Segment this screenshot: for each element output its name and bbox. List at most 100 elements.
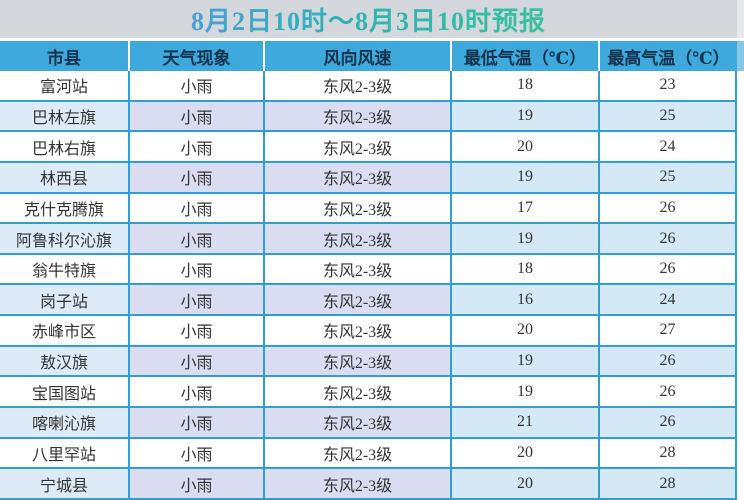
- cell-min-temp: 19: [450, 224, 598, 253]
- cell-max-temp: 26: [598, 408, 735, 437]
- table-row: 宁城县 小雨 东风2-3级 20 28: [0, 467, 735, 498]
- cell-wind: 东风2-3级: [263, 469, 450, 498]
- cell-wind: 东风2-3级: [263, 438, 450, 468]
- cell-max-temp: 24: [598, 132, 735, 161]
- cell-city: 岗子站: [0, 285, 128, 315]
- table-body-band: 富河站 小雨 东风2-3级 18 23 巴林左旗 小雨 东风2-3级 19 25…: [0, 71, 744, 500]
- cell-min-temp: 20: [450, 316, 598, 345]
- cell-city: 翁牛特旗: [31, 263, 96, 281]
- cell-max-temp: 26: [598, 254, 735, 284]
- cell-max-temp: 25: [598, 101, 735, 131]
- cell-max-temp: 25: [598, 162, 735, 192]
- cell-city: 赤峰市区: [31, 324, 96, 342]
- cell-min-temp: 19: [450, 101, 598, 131]
- cell-city: 阿鲁科尔沁旗: [0, 224, 128, 253]
- title-band: 8月2日10时～8月3日10时预报: [0, 0, 744, 38]
- cell-weather: 小雨: [128, 408, 263, 437]
- page-title: 8月2日10时～8月3日10时预报: [191, 1, 546, 38]
- table-row: 敖汉旗 小雨 东风2-3级 19 26: [0, 344, 735, 376]
- title-header-divider: [0, 38, 744, 41]
- cell-weather: 小雨: [128, 71, 263, 100]
- table-row: 翁牛特旗 小雨 东风2-3级 18 26: [0, 252, 735, 284]
- header-band: 市县 天气现象 风向风速 最低气温（℃） 最高气温（℃）: [0, 41, 744, 71]
- table-row: 富河站 小雨 东风2-3级 18 23: [0, 71, 735, 100]
- cell-city: 宝国图站: [31, 385, 96, 403]
- cell-weather: 小雨: [128, 285, 263, 315]
- column-header-weather: 天气现象: [128, 41, 263, 71]
- table-row: 阿鲁科尔沁旗 小雨 东风2-3级 19 26: [0, 222, 735, 253]
- cell-min-temp: 20: [450, 438, 598, 468]
- cell-wind: 东风2-3级: [263, 101, 450, 131]
- cell-max-temp: 26: [598, 346, 735, 376]
- table-row: 岗子站 小雨 东风2-3级 16 24: [0, 283, 735, 315]
- cell-min-temp: 18: [450, 254, 598, 284]
- cell-city: 敖汉旗: [0, 346, 128, 376]
- cell-city: 克什克腾旗: [23, 201, 104, 219]
- table-row: 赤峰市区 小雨 东风2-3级 20 27: [0, 314, 735, 345]
- cell-city: 喀喇沁旗: [0, 408, 128, 437]
- table-row: 八里罕站 小雨 东风2-3级 20 28: [0, 436, 735, 468]
- cell-weather: 小雨: [128, 346, 263, 376]
- table-row: 巴林右旗 小雨 东风2-3级 20 24: [0, 130, 735, 161]
- cell-weather: 小雨: [128, 438, 263, 468]
- table-row: 林西县 小雨 东风2-3级 19 25: [0, 160, 735, 192]
- table-row: 巴林左旗 小雨 东风2-3级 19 25: [0, 99, 735, 131]
- cell-wind: 东风2-3级: [263, 224, 450, 253]
- cell-city: 巴林左旗: [0, 101, 128, 131]
- cell-max-temp: 26: [598, 193, 735, 223]
- cell-wind: 东风2-3级: [263, 285, 450, 315]
- cell-max-temp: 24: [598, 285, 735, 315]
- table-row: 喀喇沁旗 小雨 东风2-3级 21 26: [0, 406, 735, 437]
- column-header-min-temp: 最低气温（℃）: [450, 41, 598, 71]
- cell-min-temp: 19: [450, 346, 598, 376]
- cell-min-temp: 18: [450, 71, 598, 100]
- cell-weather: 小雨: [128, 316, 263, 345]
- cell-wind: 东风2-3级: [263, 346, 450, 376]
- cell-weather: 小雨: [128, 162, 263, 192]
- header-right-margin: [737, 41, 744, 71]
- title-right-margin: [737, 0, 744, 38]
- cell-max-temp: 28: [598, 438, 735, 468]
- title-area: 8月2日10时～8月3日10时预报: [0, 0, 737, 38]
- column-header-wind: 风向风速: [263, 41, 450, 71]
- cell-wind: 东风2-3级: [263, 316, 450, 345]
- table-header-row: 市县 天气现象 风向风速 最低气温（℃） 最高气温（℃）: [0, 41, 737, 71]
- table-row: 克什克腾旗 小雨 东风2-3级 17 26: [0, 191, 735, 223]
- cell-weather: 小雨: [128, 224, 263, 253]
- cell-wind: 东风2-3级: [263, 193, 450, 223]
- cell-max-temp: 26: [598, 224, 735, 253]
- cell-max-temp: 23: [598, 71, 735, 100]
- cell-wind: 东风2-3级: [263, 254, 450, 284]
- cell-min-temp: 17: [450, 193, 598, 223]
- cell-city: 富河站: [39, 79, 88, 97]
- table-row: 宝国图站 小雨 东风2-3级 19 26: [0, 375, 735, 407]
- cell-max-temp: 28: [598, 469, 735, 498]
- cell-weather: 小雨: [128, 132, 263, 161]
- cell-weather: 小雨: [128, 377, 263, 407]
- cell-weather: 小雨: [128, 469, 263, 498]
- cell-max-temp: 27: [598, 316, 735, 345]
- cell-city: 八里罕站: [31, 447, 96, 464]
- cell-city: 林西县: [0, 162, 128, 192]
- cell-min-temp: 16: [450, 285, 598, 315]
- cell-wind: 东风2-3级: [263, 377, 450, 407]
- cell-min-temp: 20: [450, 132, 598, 161]
- cell-wind: 东风2-3级: [263, 408, 450, 437]
- column-header-max-temp: 最高气温（℃）: [598, 41, 737, 71]
- cell-max-temp: 26: [598, 377, 735, 407]
- cell-min-temp: 19: [450, 377, 598, 407]
- cell-wind: 东风2-3级: [263, 132, 450, 161]
- cell-weather: 小雨: [128, 254, 263, 284]
- column-header-city: 市县: [47, 48, 81, 68]
- cell-city: 宁城县: [0, 469, 128, 498]
- cell-min-temp: 20: [450, 469, 598, 498]
- body-right-margin: [737, 71, 744, 500]
- cell-min-temp: 19: [450, 162, 598, 192]
- cell-wind: 东风2-3级: [263, 71, 450, 100]
- cell-wind: 东风2-3级: [263, 162, 450, 192]
- cell-weather: 小雨: [128, 101, 263, 131]
- cell-city: 巴林右旗: [31, 140, 96, 158]
- cell-weather: 小雨: [128, 193, 263, 223]
- cell-min-temp: 21: [450, 408, 598, 437]
